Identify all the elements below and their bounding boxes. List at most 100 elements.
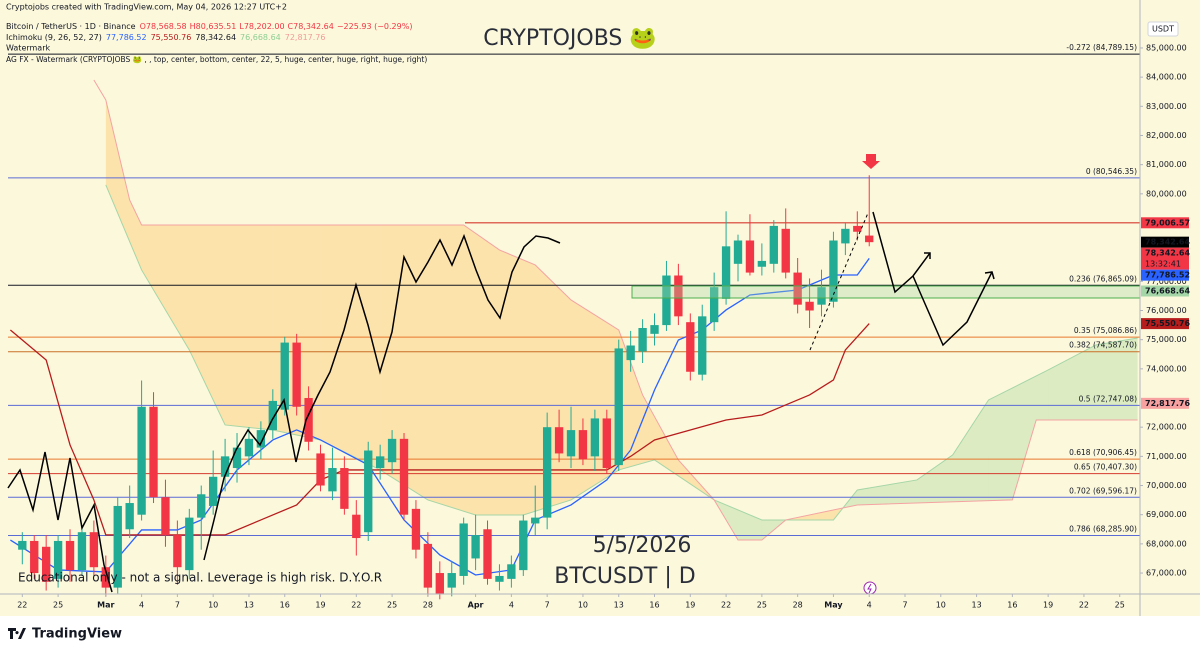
candle-body <box>519 520 528 571</box>
ohlc-change: −225.93 (−0.29%) <box>337 22 413 31</box>
indicator-line <box>93 79 1138 541</box>
y-tick-label: 85,000.00 <box>1146 43 1187 52</box>
candle-body <box>208 476 218 506</box>
fib-label: 0.786 (68,285.90) <box>1069 525 1137 534</box>
x-tick-label: 28 <box>793 601 803 610</box>
candle-body <box>793 272 802 305</box>
candle-body <box>638 328 647 352</box>
x-tick-label: 4 <box>509 601 514 610</box>
candle-body <box>709 287 719 323</box>
ichimoku: Ichimoku (9, 26, 52, 27) <box>6 33 102 42</box>
fib-label: 0.35 (75,086.86) <box>1074 326 1137 335</box>
cloud-fill <box>427 224 464 512</box>
ghost-path <box>203 233 561 561</box>
cloud-fill <box>916 454 953 504</box>
candle-body <box>507 564 516 579</box>
cloud-fill <box>535 264 572 512</box>
candle-body <box>268 400 277 431</box>
cloud-fill <box>225 224 273 430</box>
candle-body <box>483 529 492 579</box>
candle-body <box>220 456 230 477</box>
candle-body <box>817 287 826 305</box>
symbol: Bitcoin / TetherUS · 1D · Binance <box>6 22 136 31</box>
candle-body <box>232 447 242 469</box>
candle-body <box>757 260 767 267</box>
candle-body <box>865 235 874 243</box>
candle-body <box>244 438 254 457</box>
x-tick-label: 16 <box>280 601 290 610</box>
cloud-fill <box>1048 344 1096 420</box>
credit: Cryptojobs created with TradingView.com,… <box>6 3 287 12</box>
x-tick-label: 28 <box>423 601 433 610</box>
cloud-fill <box>857 479 917 505</box>
candle-body <box>733 240 743 264</box>
x-tick-label: 22 <box>17 601 27 610</box>
disclaimer: Educational only - not a signal. Leverag… <box>18 571 382 585</box>
x-tick-label: 19 <box>1043 601 1053 610</box>
candle-body <box>829 240 838 302</box>
ichimoku-value: 78,342.64 <box>195 33 236 42</box>
legend-ichimoku: Ichimoku (9, 26, 52, 27) 77,786.52 75,550.… <box>6 33 325 42</box>
candle-body <box>173 535 182 568</box>
watermark-title: CRYPTOJOBS 🐸 <box>483 26 657 51</box>
price-tag-label: 78,342.64 <box>1145 238 1190 247</box>
y-tick-label: 68,000.00 <box>1146 539 1187 548</box>
x-tick-label: Mar <box>97 601 114 610</box>
price-tag-label: 72,817.76 <box>1145 399 1190 408</box>
candle-body <box>769 225 778 264</box>
x-tick-label: 16 <box>1007 601 1017 610</box>
y-tick-label: 70,000.00 <box>1146 481 1187 490</box>
candle-body <box>566 430 576 457</box>
candle-body <box>459 523 468 576</box>
y-tick-label: 74,000.00 <box>1146 364 1187 373</box>
x-tick-label: 13 <box>971 601 981 610</box>
candle-body <box>340 468 349 509</box>
projection-path <box>872 211 931 294</box>
x-tick-label: 16 <box>649 601 659 610</box>
x-tick-label: 7 <box>545 601 550 610</box>
candle-body <box>411 508 421 550</box>
candle-body <box>364 450 373 533</box>
candle-body <box>292 342 301 407</box>
price-tag <box>1141 217 1189 229</box>
symbol-note: BTCUSDT | D <box>554 564 695 589</box>
candle-body <box>650 325 659 334</box>
cloud-fill <box>952 399 989 502</box>
price-tag-label: 77,786.52 <box>1145 271 1190 280</box>
candle-body <box>495 575 504 582</box>
cloud-fill <box>320 224 381 470</box>
candle-body <box>805 301 814 311</box>
mid-layer <box>9 175 874 600</box>
candle-body <box>30 540 39 574</box>
y-tick-label: 72,000.00 <box>1146 423 1187 432</box>
candle-body <box>614 348 623 466</box>
x-tick-label: 4 <box>867 601 872 610</box>
candle-body <box>531 517 540 524</box>
y-tick-label: 80,000.00 <box>1146 189 1187 198</box>
price-tag-label: 79,006.57 <box>1145 218 1190 227</box>
x-tick-label: 13 <box>614 601 624 610</box>
y-tick-label: 71,000.00 <box>1146 452 1187 461</box>
cloud-fill <box>105 99 130 242</box>
candle-body <box>328 468 337 492</box>
candle-body <box>853 225 862 232</box>
candle-body <box>41 546 51 582</box>
candle-body <box>89 532 99 568</box>
cloud-fill <box>523 259 536 515</box>
candle-body <box>662 275 671 326</box>
x-tick-label: 4 <box>139 601 144 610</box>
candle-body <box>554 427 564 454</box>
candle-body <box>18 540 27 550</box>
price-tag-label: 78,342.64 <box>1145 249 1190 258</box>
brand-logo: TradingView <box>8 627 122 642</box>
fib-label: 0.702 (69,596.17) <box>1069 486 1137 495</box>
front-layer: -0.272 (84,789.15) 0 (80,546.35) 0.236 (76… <box>1066 43 1137 533</box>
cloud-fill <box>463 224 476 515</box>
candle-body <box>674 275 683 317</box>
candle-body <box>197 494 206 518</box>
candle-body <box>304 398 313 442</box>
brand: TradingView <box>32 627 122 642</box>
price-tag <box>1141 285 1189 297</box>
y-tick-label: 83,000.00 <box>1146 102 1187 111</box>
